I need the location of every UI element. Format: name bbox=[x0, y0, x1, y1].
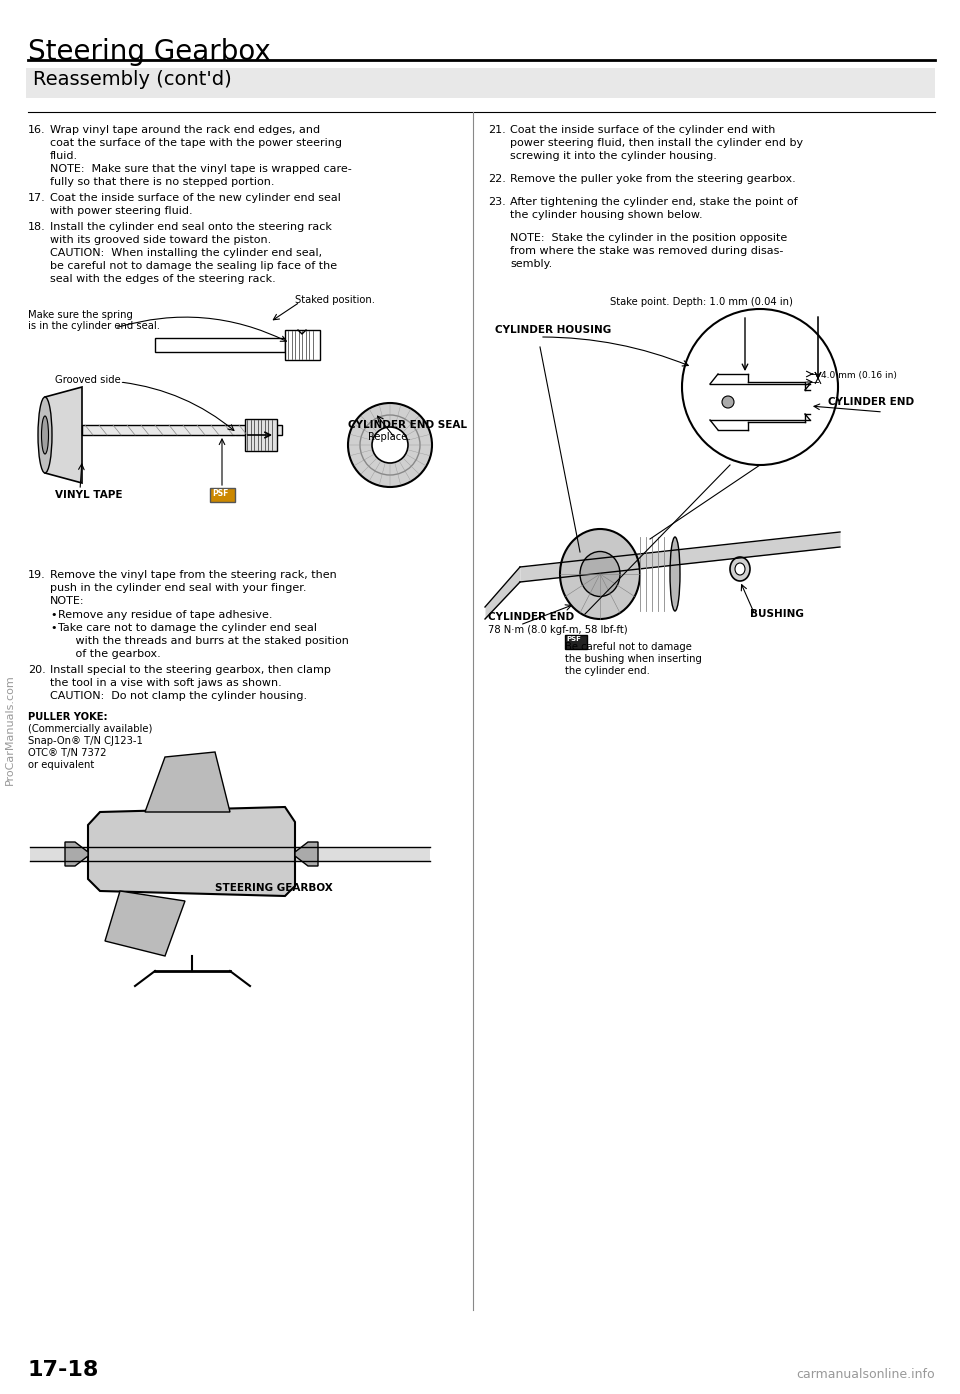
Text: push in the cylinder end seal with your finger.: push in the cylinder end seal with your … bbox=[50, 583, 306, 592]
Polygon shape bbox=[105, 891, 185, 956]
Text: 78 N·m (8.0 kgf-m, 58 lbf-ft): 78 N·m (8.0 kgf-m, 58 lbf-ft) bbox=[488, 625, 628, 636]
Text: Install special to the steering gearbox, then clamp: Install special to the steering gearbox,… bbox=[50, 665, 331, 675]
Text: coat the surface of the tape with the power steering: coat the surface of the tape with the po… bbox=[50, 138, 342, 148]
Ellipse shape bbox=[670, 537, 680, 611]
Polygon shape bbox=[88, 807, 295, 896]
Text: STEERING GEARBOX: STEERING GEARBOX bbox=[215, 882, 333, 894]
Circle shape bbox=[722, 396, 734, 408]
Text: the bushing when inserting: the bushing when inserting bbox=[565, 654, 702, 664]
Text: Be careful not to damage: Be careful not to damage bbox=[565, 643, 692, 652]
Ellipse shape bbox=[580, 552, 620, 597]
Text: or equivalent: or equivalent bbox=[28, 760, 94, 769]
Text: Install the cylinder end seal onto the steering rack: Install the cylinder end seal onto the s… bbox=[50, 222, 332, 231]
Text: 17-18: 17-18 bbox=[28, 1361, 100, 1380]
Text: •: • bbox=[50, 611, 57, 620]
Text: from where the stake was removed during disas-: from where the stake was removed during … bbox=[510, 245, 783, 256]
Text: Stake point. Depth: 1.0 mm (0.04 in): Stake point. Depth: 1.0 mm (0.04 in) bbox=[610, 297, 793, 307]
Text: Remove the puller yoke from the steering gearbox.: Remove the puller yoke from the steering… bbox=[510, 174, 796, 184]
Text: PSF: PSF bbox=[566, 636, 581, 643]
Polygon shape bbox=[65, 842, 88, 866]
Text: Reassembly (cont'd): Reassembly (cont'd) bbox=[33, 70, 231, 89]
Text: fully so that there is no stepped portion.: fully so that there is no stepped portio… bbox=[50, 177, 275, 187]
Polygon shape bbox=[295, 842, 318, 866]
Text: Steering Gearbox: Steering Gearbox bbox=[28, 38, 271, 66]
Text: Coat the inside surface of the new cylinder end seal: Coat the inside surface of the new cylin… bbox=[50, 192, 341, 204]
Circle shape bbox=[348, 403, 432, 487]
Text: the cylinder housing shown below.: the cylinder housing shown below. bbox=[510, 210, 703, 220]
Text: with its grooved side toward the piston.: with its grooved side toward the piston. bbox=[50, 236, 272, 245]
Text: power steering fluid, then install the cylinder end by: power steering fluid, then install the c… bbox=[510, 138, 804, 148]
Ellipse shape bbox=[41, 415, 49, 454]
Text: be careful not to damage the sealing lip face of the: be careful not to damage the sealing lip… bbox=[50, 261, 337, 270]
Text: sembly.: sembly. bbox=[510, 259, 552, 269]
Text: Remove the vinyl tape from the steering rack, then: Remove the vinyl tape from the steering … bbox=[50, 570, 337, 580]
Text: PULLER YOKE:: PULLER YOKE: bbox=[28, 712, 108, 722]
Bar bbox=[245, 420, 277, 452]
Ellipse shape bbox=[730, 558, 750, 581]
Text: CYLINDER HOUSING: CYLINDER HOUSING bbox=[495, 325, 612, 335]
Text: NOTE:  Stake the cylinder in the position opposite: NOTE: Stake the cylinder in the position… bbox=[510, 233, 787, 243]
Text: CAUTION:  Do not clamp the cylinder housing.: CAUTION: Do not clamp the cylinder housi… bbox=[50, 691, 307, 701]
Text: is in the cylinder end seal.: is in the cylinder end seal. bbox=[28, 321, 160, 330]
Text: VINYL TAPE: VINYL TAPE bbox=[55, 491, 123, 500]
Text: CYLINDER END: CYLINDER END bbox=[828, 397, 914, 407]
Text: Remove any residue of tape adhesive.: Remove any residue of tape adhesive. bbox=[58, 611, 273, 620]
Text: 19.: 19. bbox=[28, 570, 46, 580]
Text: of the gearbox.: of the gearbox. bbox=[58, 650, 160, 659]
Text: 4.0 mm (0.16 in): 4.0 mm (0.16 in) bbox=[821, 371, 897, 379]
Ellipse shape bbox=[560, 528, 640, 619]
Polygon shape bbox=[145, 751, 230, 811]
Text: ProCarManuals.com: ProCarManuals.com bbox=[5, 675, 15, 785]
FancyBboxPatch shape bbox=[210, 488, 235, 502]
Bar bbox=[82, 425, 282, 435]
Text: fluid.: fluid. bbox=[50, 151, 78, 160]
Text: seal with the edges of the steering rack.: seal with the edges of the steering rack… bbox=[50, 275, 276, 284]
Text: with power steering fluid.: with power steering fluid. bbox=[50, 206, 193, 216]
Text: carmanualsonline.info: carmanualsonline.info bbox=[797, 1368, 935, 1381]
Text: Make sure the spring: Make sure the spring bbox=[28, 309, 132, 321]
Bar bbox=[285, 330, 320, 360]
Text: 22.: 22. bbox=[488, 174, 506, 184]
Text: CYLINDER END SEAL: CYLINDER END SEAL bbox=[348, 420, 467, 429]
Ellipse shape bbox=[38, 397, 52, 473]
FancyBboxPatch shape bbox=[565, 636, 587, 650]
Text: 20.: 20. bbox=[28, 665, 46, 675]
Text: CYLINDER END: CYLINDER END bbox=[488, 612, 574, 622]
Text: screwing it into the cylinder housing.: screwing it into the cylinder housing. bbox=[510, 151, 717, 160]
Text: the tool in a vise with soft jaws as shown.: the tool in a vise with soft jaws as sho… bbox=[50, 677, 281, 689]
Polygon shape bbox=[45, 388, 82, 482]
Text: Snap-On® T/N CJ123-1: Snap-On® T/N CJ123-1 bbox=[28, 736, 143, 746]
Text: the cylinder end.: the cylinder end. bbox=[565, 666, 650, 676]
Text: Grooved side.: Grooved side. bbox=[55, 375, 124, 385]
Ellipse shape bbox=[735, 563, 745, 574]
Text: with the threads and burrs at the staked position: with the threads and burrs at the staked… bbox=[58, 636, 348, 645]
Text: Take care not to damage the cylinder end seal: Take care not to damage the cylinder end… bbox=[58, 623, 317, 633]
Text: (Commercially available): (Commercially available) bbox=[28, 723, 153, 735]
Text: Coat the inside surface of the cylinder end with: Coat the inside surface of the cylinder … bbox=[510, 125, 776, 135]
Text: Wrap vinyl tape around the rack end edges, and: Wrap vinyl tape around the rack end edge… bbox=[50, 125, 320, 135]
Text: NOTE:  Make sure that the vinyl tape is wrapped care-: NOTE: Make sure that the vinyl tape is w… bbox=[50, 164, 351, 174]
Text: OTC® T/N 7372: OTC® T/N 7372 bbox=[28, 749, 107, 758]
Text: 18.: 18. bbox=[28, 222, 46, 231]
Text: NOTE:: NOTE: bbox=[50, 597, 84, 606]
Text: CAUTION:  When installing the cylinder end seal,: CAUTION: When installing the cylinder en… bbox=[50, 248, 323, 258]
Text: Replace.: Replace. bbox=[368, 432, 411, 442]
Text: 17.: 17. bbox=[28, 192, 46, 204]
Text: PSF: PSF bbox=[212, 489, 228, 498]
FancyBboxPatch shape bbox=[26, 68, 935, 98]
Text: BUSHING: BUSHING bbox=[750, 609, 804, 619]
Circle shape bbox=[372, 427, 408, 463]
Text: 16.: 16. bbox=[28, 125, 46, 135]
Text: 23.: 23. bbox=[488, 197, 506, 206]
Bar bbox=[155, 337, 285, 353]
Text: Staked position.: Staked position. bbox=[295, 296, 375, 305]
Circle shape bbox=[682, 309, 838, 466]
Text: 21.: 21. bbox=[488, 125, 506, 135]
Text: After tightening the cylinder end, stake the point of: After tightening the cylinder end, stake… bbox=[510, 197, 798, 206]
Text: •: • bbox=[50, 623, 57, 633]
